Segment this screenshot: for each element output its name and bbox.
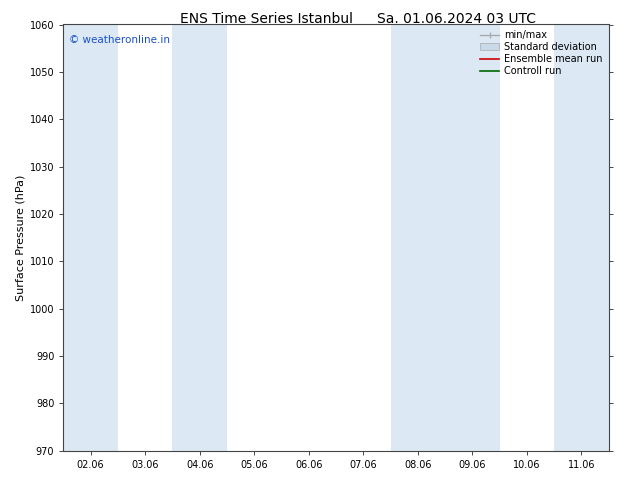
Text: © weatheronline.in: © weatheronline.in (69, 35, 170, 45)
Bar (63, 24, 118, 451)
Text: ENS Time Series Istanbul: ENS Time Series Istanbul (180, 12, 353, 26)
Bar (554, 24, 609, 451)
Bar (391, 24, 500, 451)
Bar (172, 24, 227, 451)
Y-axis label: Surface Pressure (hPa): Surface Pressure (hPa) (16, 174, 25, 301)
Legend: min/max, Standard deviation, Ensemble mean run, Controll run: min/max, Standard deviation, Ensemble me… (477, 27, 605, 79)
Text: Sa. 01.06.2024 03 UTC: Sa. 01.06.2024 03 UTC (377, 12, 536, 26)
